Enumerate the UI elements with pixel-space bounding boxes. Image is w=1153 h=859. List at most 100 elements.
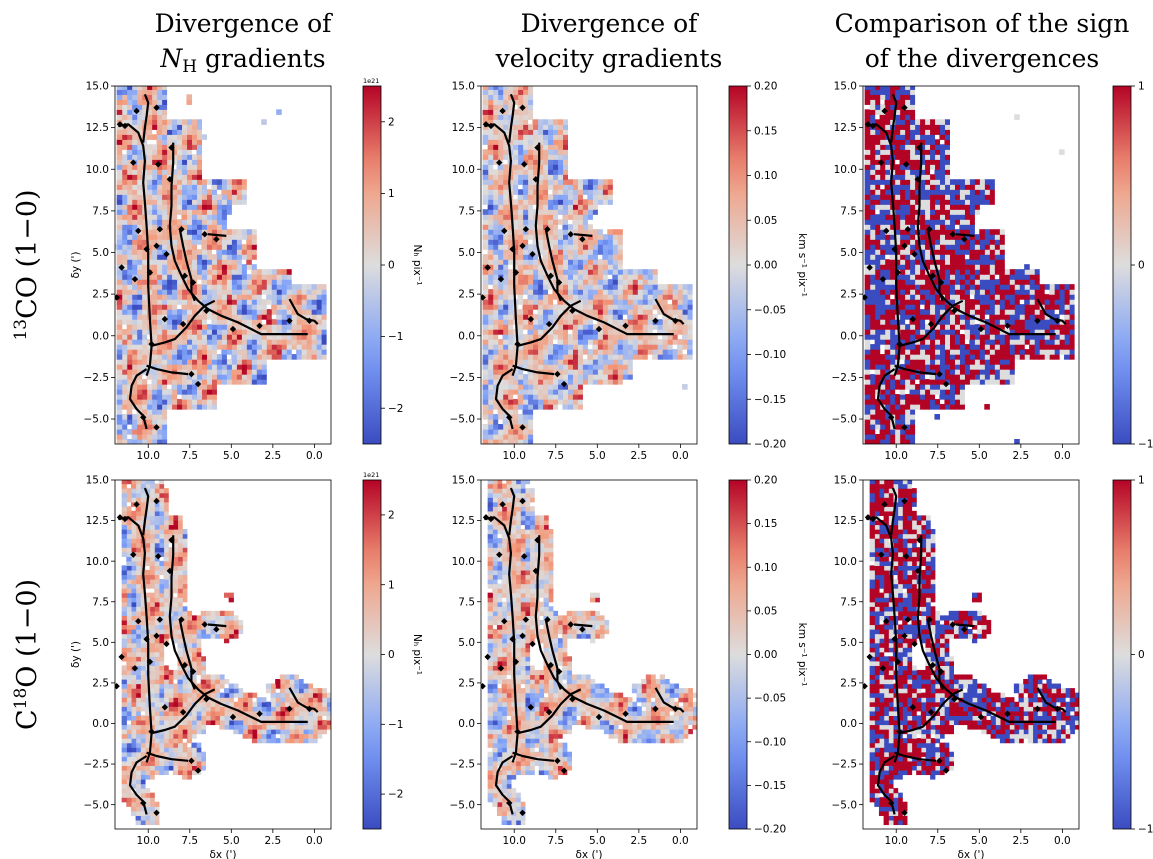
heatmap-cell xyxy=(954,269,960,275)
heatmap-cell xyxy=(592,334,598,340)
heatmap-cell xyxy=(206,309,212,315)
heatmap-cell xyxy=(321,334,327,340)
heatmap-cell xyxy=(261,379,267,385)
heatmap-cell xyxy=(904,364,911,370)
filament-marker xyxy=(527,315,535,323)
heatmap-cell xyxy=(517,309,524,315)
heatmap-cell xyxy=(231,344,237,350)
heatmap-cell xyxy=(141,264,148,270)
heatmap-cell xyxy=(206,404,212,410)
heatmap-cell xyxy=(126,99,133,105)
heatmap-cell xyxy=(131,424,138,430)
heatmap-cell xyxy=(191,329,198,335)
heatmap-cell xyxy=(146,194,153,200)
heatmap-cell xyxy=(949,369,955,375)
filament-marker xyxy=(153,104,160,111)
heatmap-cell xyxy=(261,329,267,335)
heatmap-cell xyxy=(281,294,287,300)
heatmap-cell xyxy=(642,339,648,345)
heatmap-cell xyxy=(934,404,941,410)
heatmap-cell xyxy=(211,254,217,260)
heatmap-cell xyxy=(667,334,673,340)
heatmap-cell xyxy=(116,424,123,430)
colorbar-offset-label: 1e21 xyxy=(363,77,379,85)
heatmap-cell xyxy=(171,209,178,215)
heatmap-cell xyxy=(482,414,489,420)
y-tick-label: 5.0 xyxy=(458,247,475,259)
heatmap-cell xyxy=(934,399,941,405)
heatmap-cell xyxy=(572,179,578,185)
y-tick-label: −5.0 xyxy=(84,414,110,426)
heatmap-cell xyxy=(201,184,207,190)
heatmap-cell xyxy=(607,314,613,320)
heatmap-cell xyxy=(1044,334,1050,340)
heatmap-cell xyxy=(537,129,544,135)
heatmap-cell xyxy=(507,439,514,444)
heatmap-cell xyxy=(929,269,936,275)
heatmap-cell xyxy=(296,294,302,300)
heatmap-cell xyxy=(507,229,514,235)
heatmap-cell xyxy=(492,349,499,355)
heatmap-cell xyxy=(532,149,539,155)
heatmap-cell xyxy=(522,414,529,420)
heatmap-cell xyxy=(527,419,534,425)
heatmap-cell xyxy=(557,319,564,325)
heatmap-cell xyxy=(562,224,568,230)
heatmap-cell xyxy=(522,164,529,170)
filament-marker xyxy=(506,414,513,421)
heatmap-cell xyxy=(934,364,941,370)
heatmap-cell xyxy=(196,219,202,225)
heatmap-cell xyxy=(141,399,148,405)
heatmap-cell xyxy=(482,299,489,305)
heatmap-cell xyxy=(517,199,524,205)
heatmap-cell xyxy=(682,299,688,305)
heatmap-cell xyxy=(687,324,693,330)
heatmap-cell xyxy=(542,404,549,410)
heatmap-cell xyxy=(251,264,257,270)
heatmap-cell xyxy=(517,169,524,175)
heatmap-cell xyxy=(146,369,153,375)
heatmap-cell xyxy=(527,179,534,185)
heatmap-cell xyxy=(889,244,896,250)
heatmap-cell xyxy=(979,369,985,375)
heatmap-cell xyxy=(266,324,272,330)
heatmap-cell xyxy=(864,409,871,415)
heatmap-cell xyxy=(682,324,688,330)
heatmap-cell xyxy=(894,234,901,240)
heatmap-cell xyxy=(216,224,222,230)
heatmap-cell xyxy=(191,214,198,220)
heatmap-cell xyxy=(1004,334,1010,340)
heatmap-cell xyxy=(974,344,980,350)
heatmap-cell xyxy=(131,99,138,105)
heatmap-cell xyxy=(186,349,193,355)
heatmap-cell xyxy=(547,129,554,135)
heatmap-cell xyxy=(231,199,237,205)
heatmap-cell xyxy=(321,344,327,350)
heatmap-cell xyxy=(316,354,322,360)
heatmap-cell xyxy=(492,419,499,425)
heatmap-cell xyxy=(582,219,588,225)
heatmap-cell xyxy=(597,264,603,270)
heatmap-cell xyxy=(532,269,539,275)
heatmap-cell xyxy=(557,379,564,385)
heatmap-cell xyxy=(136,154,143,160)
heatmap-cell xyxy=(894,244,901,250)
heatmap-cell xyxy=(542,194,549,200)
heatmap-cell xyxy=(126,204,133,210)
heatmap-cell xyxy=(226,359,232,365)
heatmap-cell xyxy=(572,334,578,340)
heatmap-cell xyxy=(924,224,931,230)
heatmap-cell xyxy=(482,89,489,95)
heatmap-cell xyxy=(186,374,193,380)
heatmap-cell xyxy=(497,244,504,250)
heatmap-cell xyxy=(171,179,178,185)
heatmap-cell xyxy=(989,369,995,375)
y-tick-label: −5.0 xyxy=(450,414,476,426)
y-tick-label: 15.0 xyxy=(452,81,475,93)
heatmap-cell xyxy=(286,269,292,275)
heatmap-cell xyxy=(146,124,153,130)
heatmap-cell xyxy=(1004,314,1010,320)
heatmap-cell xyxy=(577,324,583,330)
heatmap-cell xyxy=(1064,314,1070,320)
heatmap-cell xyxy=(231,379,237,385)
